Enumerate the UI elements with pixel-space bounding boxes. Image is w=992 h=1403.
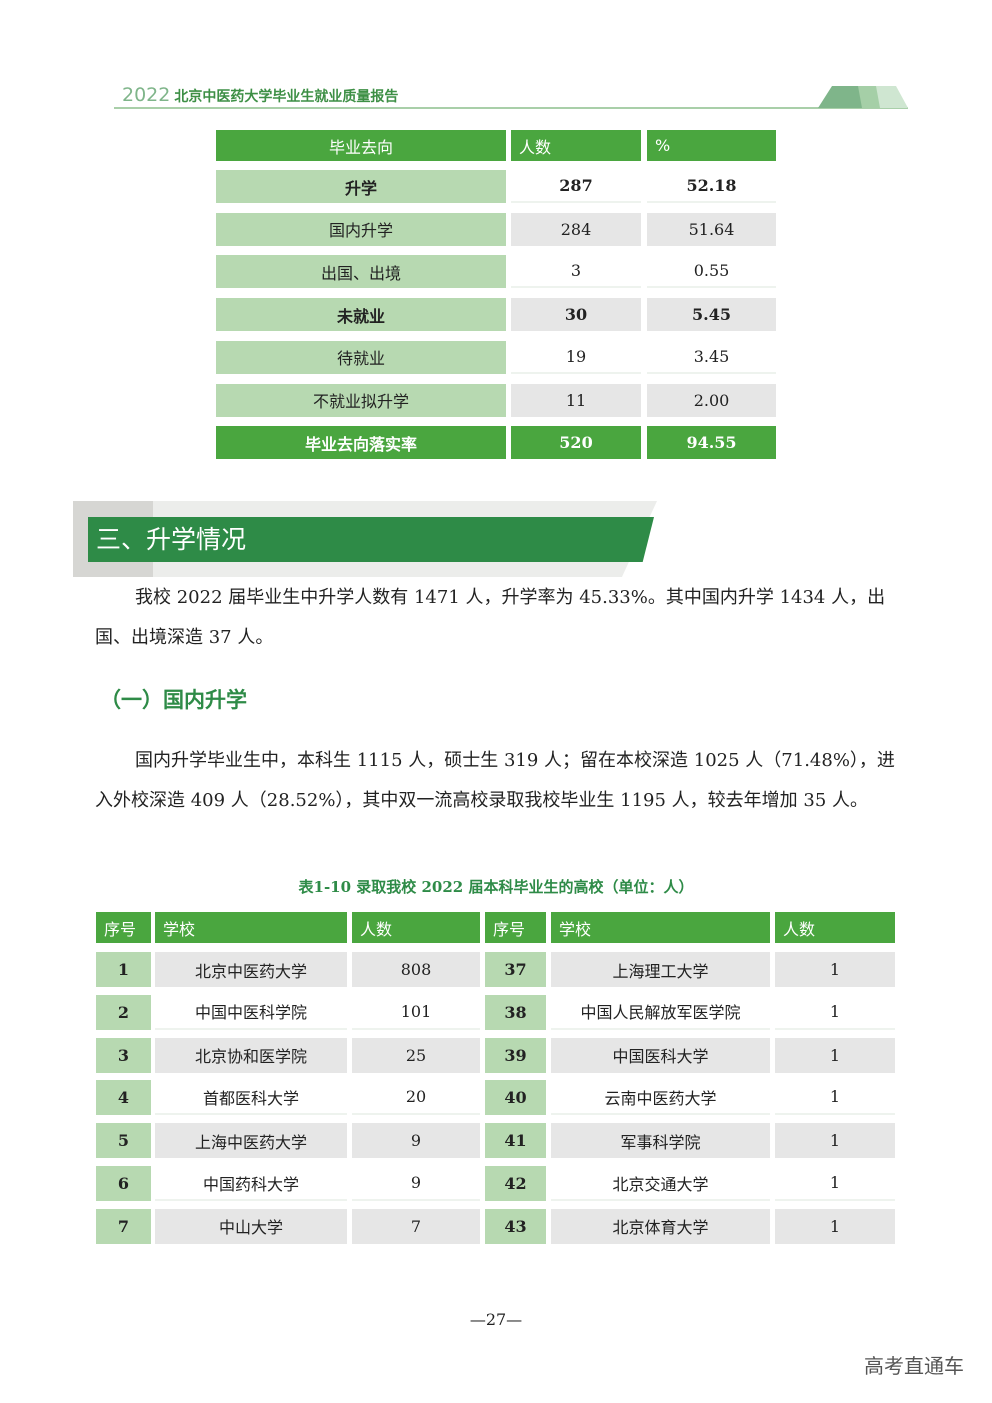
table2-header: 学校 — [155, 912, 347, 943]
table2-index-cell: 5 — [96, 1123, 151, 1159]
table1-label-cell: 毕业去向落实率 — [216, 426, 506, 460]
header-decoration — [818, 86, 908, 108]
table2-school-cell: 北京中医药大学 — [155, 952, 347, 987]
subsection-title: （一）国内升学 — [100, 688, 247, 712]
table2-header: 序号 — [96, 912, 151, 943]
table1-label-cell: 国内升学 — [216, 212, 506, 246]
table1-label-cell: 不就业拟升学 — [216, 383, 506, 417]
table1-pct-cell: 52.18 — [647, 170, 776, 203]
table1-pct-cell: 5.45 — [647, 298, 776, 332]
table1-count-cell: 30 — [511, 298, 641, 332]
table2-count-cell: 9 — [352, 1123, 480, 1159]
table2-count-cell: 1 — [775, 1208, 895, 1244]
table2-count-cell: 808 — [352, 952, 480, 987]
table2-index-cell: 39 — [485, 1037, 546, 1073]
table1-header: 毕业去向 — [216, 130, 506, 161]
table2-header: 人数 — [775, 912, 895, 943]
table2-count-cell: 1 — [775, 994, 895, 1030]
table1-count-cell: 284 — [511, 212, 641, 246]
table2-index-cell: 43 — [485, 1208, 546, 1244]
table2-count-cell: 7 — [352, 1208, 480, 1244]
table2-count-cell: 1 — [775, 1037, 895, 1073]
table1-label-cell: 待就业 — [216, 340, 506, 374]
watermark: 高考直通车 — [864, 1354, 964, 1378]
table2-index-cell: 42 — [485, 1166, 546, 1201]
table2-index-cell: 40 — [485, 1080, 546, 1116]
table2-index-cell: 2 — [96, 994, 151, 1030]
table2-index-cell: 1 — [96, 952, 151, 987]
table1-count-cell: 520 — [511, 426, 641, 460]
paragraph-1: 我校 2022 届毕业生中升学人数有 1471 人，升学率为 45.33%。其中… — [95, 587, 886, 648]
table1-label-cell: 未就业 — [216, 298, 506, 332]
table2-school-cell: 北京协和医学院 — [155, 1037, 347, 1073]
table2-count-cell: 20 — [352, 1080, 480, 1116]
header-year: 2022 — [122, 84, 171, 106]
table2-school-cell: 首都医科大学 — [155, 1080, 347, 1116]
header-title: 北京中医药大学毕业生就业质量报告 — [174, 89, 399, 105]
table2-school-cell: 中国药科大学 — [155, 1166, 347, 1201]
header-rule — [114, 107, 908, 109]
table1-pct-cell: 51.64 — [647, 212, 776, 246]
table1-count-cell: 3 — [511, 255, 641, 289]
table2-school-cell: 上海中医药大学 — [155, 1123, 347, 1159]
table1-label-cell: 升学 — [216, 170, 506, 203]
table2-count-cell: 1 — [775, 1080, 895, 1116]
table2-school-cell: 中国医科大学 — [551, 1037, 770, 1073]
table1-count-cell: 11 — [511, 383, 641, 417]
table1-count-cell: 19 — [511, 340, 641, 374]
table1-pct-cell: 0.55 — [647, 255, 776, 289]
table2-count-cell: 1 — [775, 1166, 895, 1201]
table2-count-cell: 9 — [352, 1166, 480, 1201]
table1-header: % — [647, 130, 776, 161]
table2-index-cell: 41 — [485, 1123, 546, 1159]
table1-pct-cell: 94.55 — [647, 426, 776, 460]
table2-school-cell: 中国人民解放军医学院 — [551, 994, 770, 1030]
table2-school-cell: 北京体育大学 — [551, 1208, 770, 1244]
page-number: —27— — [469, 1310, 523, 1329]
table2-school-cell: 军事科学院 — [551, 1123, 770, 1159]
table-caption: 表1-10 录取我校 2022 届本科毕业生的高校（单位：人） — [298, 878, 694, 896]
table2-index-cell: 37 — [485, 952, 546, 987]
table2-index-cell: 3 — [96, 1037, 151, 1073]
table2-school-cell: 中国中医科学院 — [155, 994, 347, 1030]
table2-header: 序号 — [485, 912, 546, 943]
table2-count-cell: 1 — [775, 952, 895, 987]
table1-pct-cell: 2.00 — [647, 383, 776, 417]
table2-header: 学校 — [551, 912, 770, 943]
table1-header: 人数 — [511, 130, 641, 161]
table2-index-cell: 4 — [96, 1080, 151, 1116]
table1-pct-cell: 3.45 — [647, 340, 776, 374]
table2-index-cell: 6 — [96, 1166, 151, 1201]
table2-index-cell: 38 — [485, 994, 546, 1030]
paragraph-2: 国内升学毕业生中，本科生 1115 人，硕士生 319 人；留在本校深造 102… — [95, 750, 895, 811]
table2-school-cell: 北京交通大学 — [551, 1166, 770, 1201]
table2-header: 人数 — [352, 912, 480, 943]
table1-label-cell: 出国、出境 — [216, 255, 506, 289]
table2-count-cell: 1 — [775, 1123, 895, 1159]
table2-school-cell: 中山大学 — [155, 1208, 347, 1244]
table2-school-cell: 云南中医药大学 — [551, 1080, 770, 1116]
table1-count-cell: 287 — [511, 170, 641, 203]
table2-index-cell: 7 — [96, 1208, 151, 1244]
table2-count-cell: 25 — [352, 1037, 480, 1073]
section-title: 三、升学情况 — [88, 517, 654, 562]
table2-count-cell: 101 — [352, 994, 480, 1030]
running-header: 2022 北京中医药大学毕业生就业质量报告 — [122, 84, 398, 106]
table2-school-cell: 上海理工大学 — [551, 952, 770, 987]
